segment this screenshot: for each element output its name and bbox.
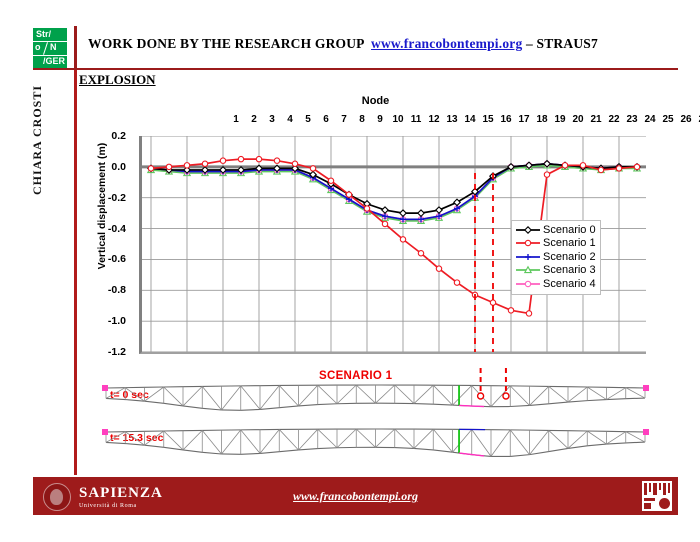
displacement-chart: Node 1 2 3 4 5 6 7 8 9 10 11 12 13 14 15 16 17 18 19 20 21 22… <box>88 95 700 370</box>
logo-line-2b: N <box>50 42 57 53</box>
legend-key-diamond-icon <box>516 225 540 234</box>
strongergroup-logo: Str/ o N /GER <box>33 28 67 68</box>
x-tick-16: 16 <box>500 114 512 125</box>
y-tick-0.0: 0.0 <box>111 160 126 173</box>
x-tick-12: 12 <box>428 114 440 125</box>
x-tick-2: 2 <box>251 114 257 125</box>
x-tick-27: 27 <box>694 114 700 125</box>
left-vertical-rule <box>74 70 77 475</box>
legend-label: Scenario 1 <box>543 237 596 250</box>
x-tick-9: 9 <box>377 114 383 125</box>
y-tick--0.8: -0.8 <box>107 284 126 297</box>
chart-legend: Scenario 0 Scenario 1 Scenario 2 Scenario 3… <box>511 220 601 295</box>
department-logo-icon <box>642 481 672 511</box>
x-tick-6: 6 <box>323 114 329 125</box>
header-website-link[interactable]: www.francobontempi.org <box>371 36 523 51</box>
page-title-suffix: – STRAUS7 <box>526 36 598 51</box>
x-tick-10: 10 <box>392 114 404 125</box>
section-subtitle: EXPLOSION <box>79 72 156 87</box>
sapienza-wordmark: SAPIENZA Università di Roma <box>79 485 163 509</box>
footer-bar: SAPIENZA Università di Roma www.francobo… <box>33 477 678 515</box>
legend-key-circle-icon <box>516 239 540 247</box>
legend-label: Scenario 4 <box>543 277 596 290</box>
x-tick-25: 25 <box>662 114 674 125</box>
x-tick-21: 21 <box>590 114 602 125</box>
y-axis-tick-labels: 0.2 0.0 -0.2 -0.4 -0.6 -0.8 -1.0 -1.2 <box>90 130 126 358</box>
x-tick-4: 4 <box>287 114 293 125</box>
y-tick--0.4: -0.4 <box>107 222 126 235</box>
author-name: CHIARA CROSTI <box>30 84 44 195</box>
x-tick-5: 5 <box>305 114 311 125</box>
x-tick-18: 18 <box>536 114 548 125</box>
legend-item-scenario-1[interactable]: Scenario 1 <box>515 237 596 251</box>
x-tick-22: 22 <box>608 114 620 125</box>
legend-item-scenario-2[interactable]: Scenario 2 <box>515 250 596 264</box>
x-tick-15: 15 <box>482 114 494 125</box>
x-tick-24: 24 <box>644 114 656 125</box>
x-tick-7: 7 <box>341 114 347 125</box>
header-divider <box>33 68 678 70</box>
x-tick-1: 1 <box>233 114 239 125</box>
x-tick-20: 20 <box>572 114 584 125</box>
legend-key-circle-icon <box>516 280 540 288</box>
x-tick-26: 26 <box>680 114 692 125</box>
page-title-prefix: WORK DONE BY THE RESEARCH GROUP <box>88 36 364 51</box>
legend-item-scenario-0[interactable]: Scenario 0 <box>515 223 596 237</box>
logo-line-3: /GER <box>43 55 66 66</box>
page-title: WORK DONE BY THE RESEARCH GROUP www.fran… <box>88 36 678 52</box>
view-label-t0: t= 0 sec <box>110 389 149 401</box>
chart-title: Node <box>361 95 390 107</box>
header-vertical-rule <box>74 26 77 68</box>
x-axis-tick-labels: 1 2 3 4 5 6 7 8 9 10 11 12 13 14 15 16 17 18 19 20 21 22 23 24 2… <box>227 114 700 128</box>
x-tick-11: 11 <box>410 114 422 125</box>
x-tick-19: 19 <box>554 114 566 125</box>
x-tick-13: 13 <box>446 114 458 125</box>
sapienza-name: SAPIENZA <box>79 485 163 501</box>
y-tick--1.2: -1.2 <box>107 346 126 358</box>
scenario-annotation: SCENARIO 1 <box>319 370 393 382</box>
sapienza-subtitle: Università di Roma <box>79 503 137 509</box>
legend-item-scenario-4[interactable]: Scenario 4 <box>515 277 596 291</box>
x-tick-8: 8 <box>359 114 365 125</box>
x-tick-23: 23 <box>626 114 638 125</box>
x-tick-17: 17 <box>518 114 530 125</box>
x-tick-3: 3 <box>269 114 275 125</box>
sapienza-seal-icon <box>43 483 71 511</box>
y-tick--0.6: -0.6 <box>107 253 126 266</box>
legend-item-scenario-3[interactable]: Scenario 3 <box>515 264 596 278</box>
legend-label: Scenario 3 <box>543 264 596 277</box>
legend-label: Scenario 0 <box>543 223 596 236</box>
legend-label: Scenario 2 <box>543 250 596 263</box>
y-tick--0.2: -0.2 <box>107 191 126 204</box>
y-tick--1.0: -1.0 <box>107 315 126 328</box>
y-tick-0.2: 0.2 <box>111 130 126 142</box>
legend-key-plus-icon <box>516 253 540 260</box>
logo-line-2a: o <box>35 42 41 53</box>
legend-key-triangle-icon <box>516 265 540 274</box>
x-tick-14: 14 <box>464 114 476 125</box>
logo-line-1: Str/ <box>36 29 52 39</box>
footer-website-link[interactable]: www.francobontempi.org <box>293 489 418 503</box>
truss-diagrams <box>102 368 649 458</box>
structural-views: SCENARIO 1 t= 0 sec t= 15.3 sec <box>88 368 663 473</box>
series-scenario-1 <box>147 155 641 317</box>
